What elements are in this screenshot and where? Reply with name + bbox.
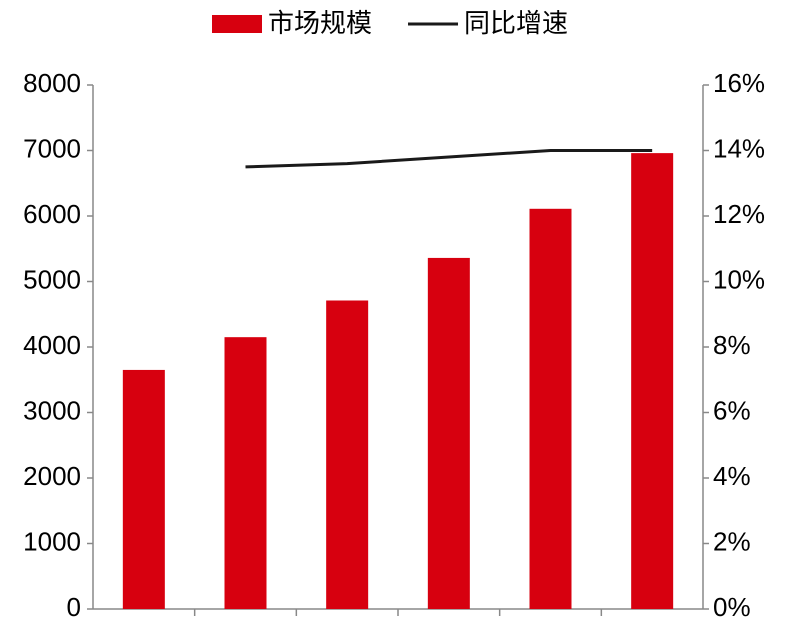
y-tick-label: 6000 bbox=[23, 199, 81, 229]
y-tick-label: 5000 bbox=[23, 264, 81, 294]
bar bbox=[427, 257, 470, 609]
bar bbox=[122, 369, 165, 609]
bar bbox=[224, 337, 267, 609]
bar bbox=[529, 208, 572, 610]
y2-tick-label: 4% bbox=[713, 461, 751, 491]
y2-tick-label: 16% bbox=[713, 68, 765, 98]
y-tick-label: 3000 bbox=[23, 395, 81, 425]
y2-tick-label: 8% bbox=[713, 330, 751, 360]
bar bbox=[326, 300, 369, 609]
y2-tick-label: 6% bbox=[713, 395, 751, 425]
y2-tick-label: 2% bbox=[713, 526, 751, 556]
y-tick-label: 7000 bbox=[23, 133, 81, 163]
bar bbox=[631, 153, 674, 609]
y-tick-label: 8000 bbox=[23, 68, 81, 98]
legend-label: 市场规模 bbox=[268, 8, 372, 38]
y2-tick-label: 14% bbox=[713, 133, 765, 163]
legend-label: 同比增速 bbox=[464, 8, 568, 38]
y-tick-label: 4000 bbox=[23, 330, 81, 360]
y2-tick-label: 10% bbox=[713, 264, 765, 294]
y-tick-label: 2000 bbox=[23, 461, 81, 491]
line bbox=[245, 149, 653, 169]
legend-swatch bbox=[212, 15, 262, 33]
y2-tick-label: 12% bbox=[713, 199, 765, 229]
y-tick-label: 0 bbox=[67, 592, 81, 622]
y2-tick-label: 0% bbox=[713, 592, 751, 622]
y-tick-label: 1000 bbox=[23, 526, 81, 556]
